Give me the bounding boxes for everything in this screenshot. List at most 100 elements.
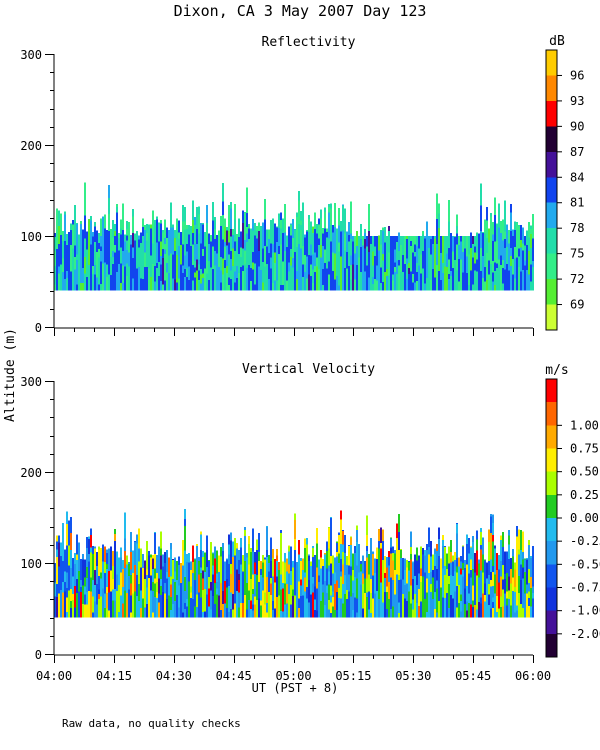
radar-cell	[234, 568, 236, 578]
radar-cell	[476, 550, 478, 576]
radar-cell	[234, 282, 236, 291]
radar-cell	[202, 578, 204, 591]
colorbar-swatch	[546, 379, 557, 403]
radar-cell	[110, 591, 112, 618]
radar-cell	[70, 271, 72, 280]
radar-cell	[362, 555, 364, 574]
radar-cell	[288, 237, 290, 263]
radar-cell	[124, 234, 126, 242]
radar-cell	[500, 232, 502, 240]
radar-cell	[360, 563, 362, 572]
radar-cell	[100, 548, 102, 573]
radar-cell	[494, 593, 496, 618]
radar-cell	[248, 223, 250, 229]
colorbar-swatch	[546, 177, 557, 204]
radar-cell	[88, 264, 90, 291]
radar-cell	[80, 592, 82, 618]
radar-cell	[72, 558, 74, 577]
radar-cell	[92, 596, 94, 613]
radar-cell	[420, 568, 422, 577]
radar-cell	[144, 579, 146, 587]
radar-cell	[318, 218, 320, 225]
radar-cell	[94, 585, 96, 602]
radar-cell	[216, 594, 218, 618]
radar-cell	[270, 537, 272, 562]
radar-cell	[492, 607, 494, 618]
radar-cell	[230, 573, 232, 593]
radar-cell	[318, 238, 320, 245]
radar-cell	[188, 553, 190, 563]
radar-cell	[470, 559, 472, 571]
radar-cell	[310, 565, 312, 584]
radar-cell	[154, 532, 156, 547]
radar-cell	[514, 562, 516, 570]
radar-cell	[120, 228, 122, 235]
radar-cell	[524, 593, 526, 618]
radar-cell	[496, 223, 498, 225]
radar-cell	[362, 608, 364, 618]
radar-cell	[106, 608, 108, 618]
radar-cell	[502, 589, 504, 607]
radar-cell	[386, 586, 388, 592]
radar-cell	[218, 266, 220, 291]
radar-cell	[354, 279, 356, 291]
radar-cell	[386, 276, 388, 291]
radar-cell	[98, 249, 100, 258]
radar-cell	[60, 234, 62, 248]
radar-cell	[394, 570, 396, 595]
radar-cell	[366, 597, 368, 618]
radar-cell	[140, 262, 142, 279]
radar-cell	[274, 608, 276, 618]
radar-cell	[146, 574, 148, 588]
radar-cell	[152, 558, 154, 570]
radar-cell	[120, 234, 122, 248]
radar-cell	[152, 264, 154, 291]
radar-cell	[288, 551, 290, 565]
radar-cell	[308, 555, 310, 562]
radar-cell	[504, 269, 506, 291]
radar-cell	[298, 598, 300, 608]
radar-cell	[368, 277, 370, 291]
radar-cell	[158, 262, 160, 277]
radar-cell	[194, 217, 196, 225]
radar-cell	[150, 228, 152, 256]
radar-cell	[528, 221, 530, 238]
radar-cell	[114, 567, 116, 590]
radar-cell	[382, 253, 384, 261]
radar-cell	[416, 272, 418, 281]
radar-cell	[126, 221, 128, 229]
radar-cell	[252, 610, 254, 618]
radar-cell	[474, 236, 476, 247]
radar-cell	[522, 608, 524, 618]
radar-cell	[340, 231, 342, 257]
radar-cell	[394, 236, 396, 250]
radar-cell	[160, 241, 162, 257]
radar-cell	[430, 540, 432, 557]
radar-cell	[516, 525, 518, 537]
radar-cell	[352, 236, 354, 242]
radar-cell	[216, 573, 218, 583]
radar-cell	[400, 567, 402, 580]
radar-cell	[320, 600, 322, 618]
radar-cell	[112, 237, 114, 251]
radar-cell	[316, 552, 318, 568]
radar-cell	[70, 244, 72, 272]
radar-cell	[336, 267, 338, 276]
radar-cell	[356, 598, 358, 613]
radar-cell	[482, 554, 484, 573]
radar-cell	[352, 609, 354, 618]
radar-cell	[324, 263, 326, 282]
radar-cell	[330, 279, 332, 291]
radar-cell	[158, 578, 160, 594]
radar-cell	[80, 558, 82, 581]
radar-cell	[436, 265, 438, 291]
radar-cell	[412, 561, 414, 564]
radar-cell	[438, 228, 440, 249]
radar-cell	[206, 223, 208, 232]
radar-cell	[492, 597, 494, 603]
radar-cell	[388, 252, 390, 276]
radar-cell	[86, 566, 88, 578]
radar-cell	[88, 569, 90, 592]
radar-cell	[100, 235, 102, 247]
radar-cell	[372, 277, 374, 285]
